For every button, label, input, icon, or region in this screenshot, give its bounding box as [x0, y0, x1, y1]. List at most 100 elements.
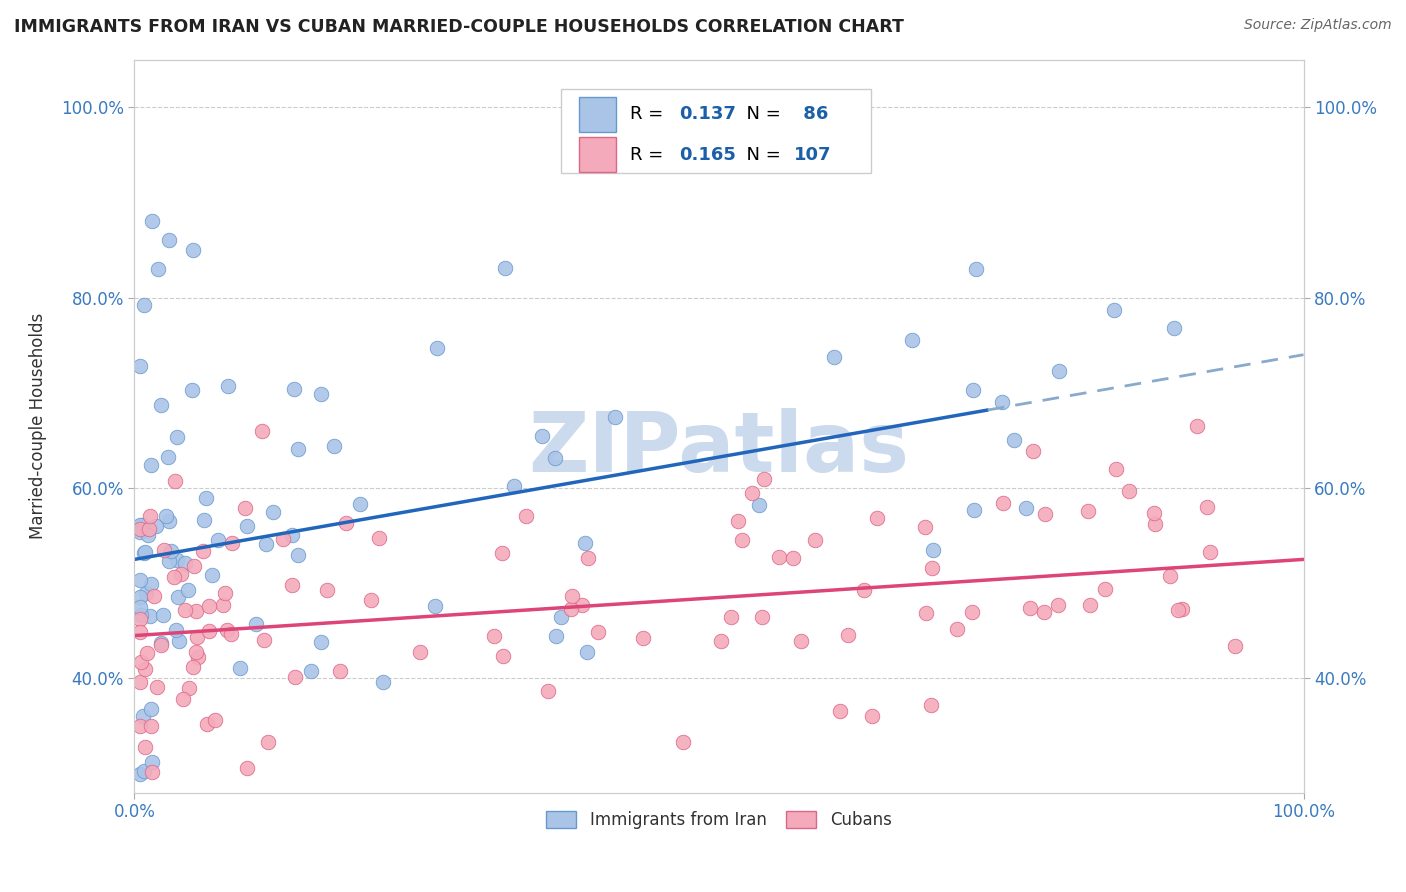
Point	[141, 702, 163, 716]
Point	[586, 624, 609, 639]
Point	[571, 598, 593, 612]
Point	[184, 604, 207, 618]
Point	[245, 617, 267, 632]
Point	[1223, 639, 1246, 653]
Point	[515, 509, 537, 524]
Point	[920, 698, 942, 712]
Point	[141, 214, 163, 228]
Point	[561, 590, 583, 604]
Point	[167, 634, 190, 648]
Point	[1159, 569, 1181, 583]
Point	[309, 635, 332, 649]
Point	[494, 261, 516, 276]
Point	[962, 503, 984, 517]
Point	[181, 243, 204, 257]
Point	[141, 765, 163, 780]
Point	[152, 543, 174, 558]
Point	[803, 533, 825, 547]
Point	[157, 450, 180, 464]
Point	[228, 661, 250, 675]
Text: ZIPatlas: ZIPatlas	[529, 408, 910, 489]
Y-axis label: Married-couple Households: Married-couple Households	[30, 313, 46, 540]
Point	[1094, 582, 1116, 596]
Point	[129, 719, 152, 733]
Point	[550, 610, 572, 624]
Point	[132, 546, 155, 560]
Point	[531, 429, 554, 443]
Point	[633, 631, 655, 645]
FancyBboxPatch shape	[579, 96, 616, 132]
Point	[165, 474, 187, 488]
Point	[174, 556, 197, 570]
Point	[129, 359, 152, 373]
Point	[250, 424, 273, 438]
Text: 107: 107	[794, 145, 831, 163]
Point	[281, 528, 304, 542]
Point	[129, 674, 152, 689]
FancyBboxPatch shape	[561, 89, 870, 173]
Point	[193, 544, 215, 558]
Point	[860, 708, 883, 723]
Point	[145, 519, 167, 533]
Point	[603, 409, 626, 424]
Point	[221, 536, 243, 550]
Point	[1019, 601, 1042, 615]
Point	[139, 608, 162, 623]
Point	[138, 522, 160, 536]
Point	[163, 570, 186, 584]
Point	[195, 716, 218, 731]
Point	[141, 755, 163, 769]
Point	[129, 600, 152, 615]
FancyBboxPatch shape	[579, 137, 616, 172]
Point	[409, 645, 432, 659]
Point	[283, 382, 305, 396]
Point	[1033, 605, 1056, 619]
Point	[423, 599, 446, 613]
Point	[172, 692, 194, 706]
Point	[544, 628, 567, 642]
Point	[280, 578, 302, 592]
Point	[946, 622, 969, 636]
Point	[166, 430, 188, 444]
Point	[165, 623, 187, 637]
Point	[129, 655, 152, 669]
Point	[1022, 443, 1045, 458]
Point	[727, 514, 749, 528]
Point	[1002, 434, 1025, 448]
Point	[323, 439, 346, 453]
Point	[139, 458, 162, 473]
Point	[135, 586, 157, 600]
Point	[262, 505, 284, 519]
Point	[181, 383, 204, 397]
Point	[921, 560, 943, 574]
Point	[991, 496, 1014, 510]
Point	[837, 628, 859, 642]
Point	[990, 394, 1012, 409]
Point	[1143, 506, 1166, 520]
Point	[1144, 516, 1167, 531]
Point	[170, 567, 193, 582]
Point	[962, 605, 984, 619]
Point	[914, 520, 936, 534]
Point	[752, 472, 775, 486]
Point	[150, 636, 173, 650]
Point	[166, 553, 188, 567]
Point	[965, 262, 987, 277]
Point	[741, 486, 763, 500]
Point	[129, 766, 152, 780]
Point	[1118, 484, 1140, 499]
Point	[149, 398, 172, 412]
Point	[1171, 601, 1194, 615]
Point	[187, 650, 209, 665]
Point	[136, 646, 159, 660]
Point	[134, 740, 156, 755]
Point	[198, 599, 221, 613]
Text: R =: R =	[630, 145, 669, 163]
Point	[129, 518, 152, 533]
Point	[1199, 545, 1222, 559]
Text: R =: R =	[630, 105, 669, 123]
Point	[823, 350, 845, 364]
Text: N =: N =	[735, 105, 782, 123]
Point	[177, 681, 200, 695]
Point	[129, 522, 152, 536]
